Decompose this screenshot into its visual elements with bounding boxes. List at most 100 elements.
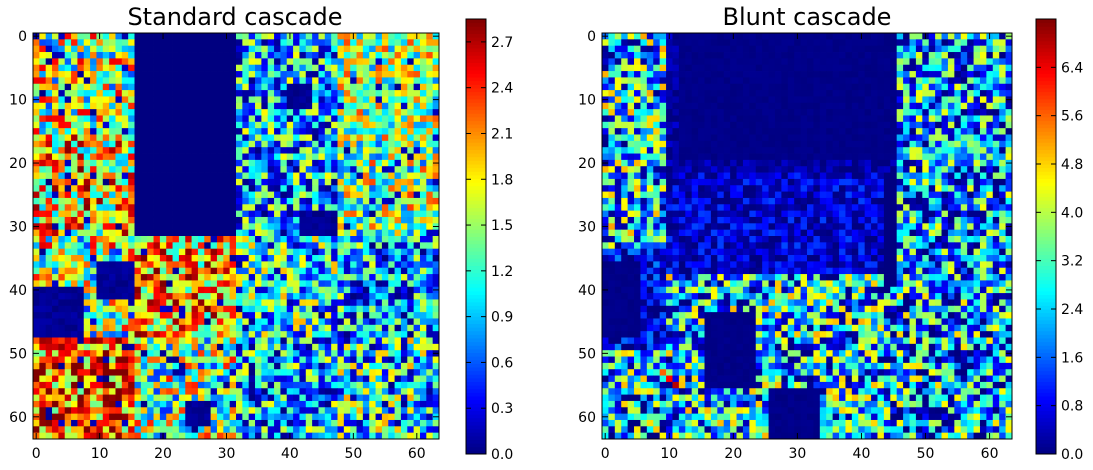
heatmap-cell: [357, 414, 364, 421]
heatmap-cell: [255, 363, 262, 370]
heatmap-cell: [762, 71, 769, 78]
heatmap-cell: [166, 376, 173, 383]
colorbar-segment: [466, 345, 486, 349]
heatmap-cell: [395, 204, 402, 211]
colorbar: 0.00.30.60.91.21.51.82.12.42.7: [466, 19, 513, 463]
heatmap-cell: [249, 433, 256, 440]
heatmap-cell: [287, 90, 294, 97]
heatmap-cell: [39, 185, 46, 192]
heatmap-cell: [135, 204, 142, 211]
heatmap-cell: [426, 325, 433, 332]
heatmap-cell: [395, 90, 402, 97]
heatmap-cell: [96, 376, 103, 383]
heatmap-cell: [331, 382, 338, 389]
heatmap-cell: [77, 39, 84, 46]
heatmap-cell: [312, 192, 319, 199]
heatmap-cell: [198, 395, 205, 402]
heatmap-cell: [154, 115, 161, 122]
heatmap-cell: [160, 338, 167, 345]
heatmap-cell: [103, 141, 110, 148]
colorbar-segment: [466, 121, 486, 125]
heatmap-cell: [223, 299, 230, 306]
heatmap-cell: [903, 52, 910, 59]
heatmap-cell: [77, 299, 84, 306]
heatmap-cell: [128, 185, 135, 192]
colorbar-segment: [466, 291, 486, 295]
heatmap-cell: [388, 115, 395, 122]
heatmap-cell: [769, 84, 776, 91]
heatmap-cell: [71, 274, 78, 281]
heatmap-cell: [261, 223, 268, 230]
heatmap-cell: [173, 249, 180, 256]
heatmap-cell: [897, 84, 904, 91]
heatmap-cell: [173, 122, 180, 129]
heatmap-cell: [621, 65, 628, 72]
heatmap-cell: [236, 280, 243, 287]
heatmap-cell: [357, 154, 364, 161]
heatmap-cell: [211, 299, 218, 306]
heatmap-cell: [198, 420, 205, 427]
colorbar-segment: [466, 443, 486, 447]
heatmap-cell: [357, 179, 364, 186]
heatmap-cell: [274, 363, 281, 370]
heatmap-cell: [331, 103, 338, 110]
heatmap-cell: [369, 293, 376, 300]
heatmap-cell: [230, 338, 237, 345]
heatmap-cell: [77, 242, 84, 249]
heatmap-cell: [115, 382, 122, 389]
heatmap-cell: [426, 312, 433, 319]
heatmap-cell: [640, 52, 647, 59]
heatmap-cell: [141, 299, 148, 306]
heatmap-cell: [903, 33, 910, 40]
heatmap-cell: [147, 287, 154, 294]
heatmap-cell: [801, 52, 808, 59]
heatmap-cell: [65, 331, 72, 338]
heatmap-cell: [217, 122, 224, 129]
heatmap-cell: [77, 293, 84, 300]
heatmap-cell: [65, 154, 72, 161]
heatmap-cell: [33, 173, 40, 180]
heatmap-cell: [312, 46, 319, 53]
heatmap-cell: [698, 33, 705, 40]
heatmap-cell: [287, 306, 294, 313]
heatmap-cell: [84, 39, 91, 46]
heatmap-cell: [382, 414, 389, 421]
heatmap-cell: [363, 204, 370, 211]
heatmap-cell: [312, 357, 319, 364]
heatmap-cell: [52, 318, 59, 325]
heatmap-cell: [185, 287, 192, 294]
colorbar-segment: [466, 153, 486, 157]
heatmap-cell: [160, 58, 167, 65]
heatmap-cell: [280, 350, 287, 357]
heatmap-cell: [198, 223, 205, 230]
heatmap-cell: [287, 280, 294, 287]
heatmap-cell: [255, 204, 262, 211]
heatmap-cell: [935, 58, 942, 65]
heatmap-cell: [198, 388, 205, 395]
heatmap-cell: [426, 433, 433, 440]
heatmap-cell: [46, 84, 53, 91]
heatmap-cell: [71, 268, 78, 275]
heatmap-cell: [192, 274, 199, 281]
heatmap-cell: [77, 426, 84, 433]
heatmap-cell: [204, 141, 211, 148]
colorbar-segment: [466, 295, 486, 299]
heatmap-cell: [185, 350, 192, 357]
heatmap-cell: [33, 420, 40, 427]
heatmap-cell: [58, 420, 65, 427]
heatmap-cell: [395, 217, 402, 224]
heatmap-cell: [382, 33, 389, 40]
heatmap-cell: [414, 58, 421, 65]
heatmap-cell: [135, 331, 142, 338]
heatmap-cell: [160, 274, 167, 281]
heatmap-cell: [730, 84, 737, 91]
heatmap-cell: [255, 65, 262, 72]
heatmap-cell: [331, 135, 338, 142]
colorbar-segment: [466, 280, 486, 284]
heatmap-cell: [299, 154, 306, 161]
heatmap-cell: [325, 338, 332, 345]
heatmap-cell: [357, 312, 364, 319]
heatmap-cell: [65, 382, 72, 389]
heatmap-cell: [794, 71, 801, 78]
heatmap-cell: [198, 65, 205, 72]
